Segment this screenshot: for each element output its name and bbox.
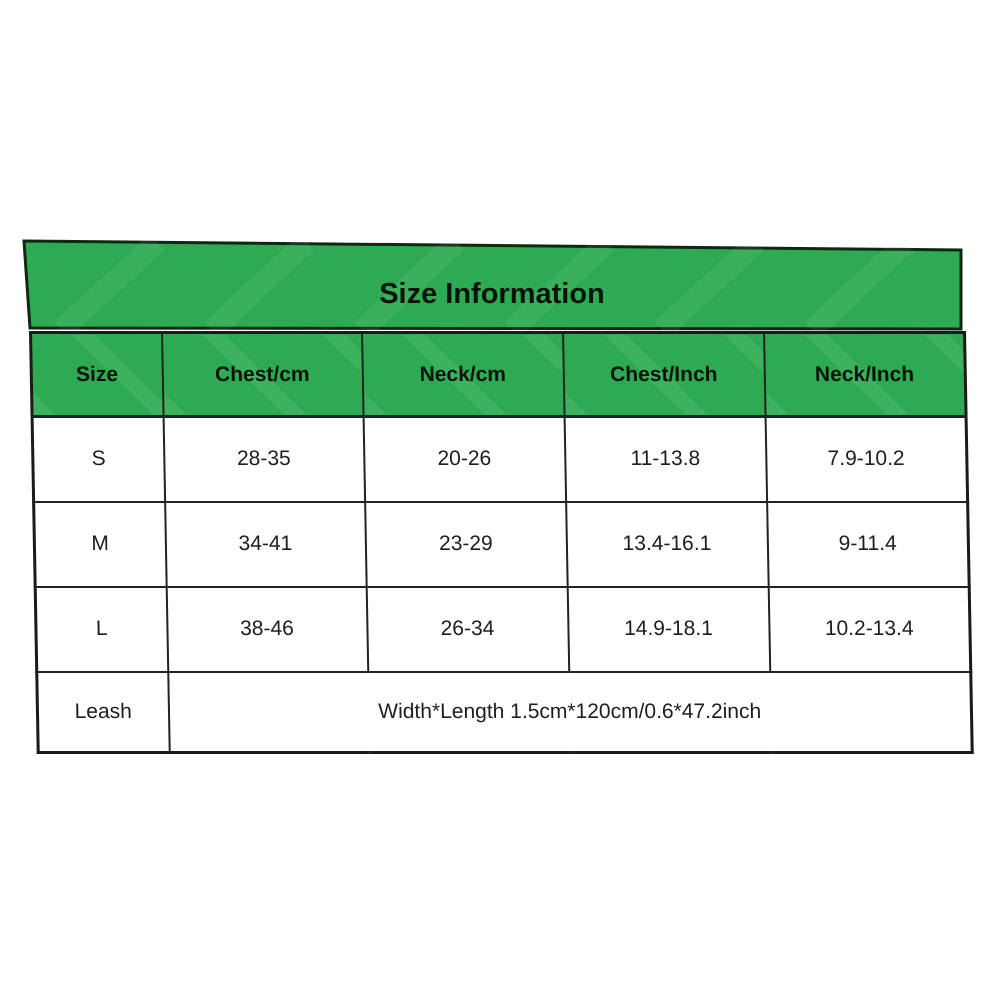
- row-s-neck-cm: 20-26: [363, 416, 566, 502]
- header-row: Size Chest/cm Neck/cm Chest/Inch Neck/In…: [30, 332, 967, 417]
- row-m-size: M: [33, 501, 167, 587]
- banner-shape: [22, 239, 963, 331]
- row-s-chest-cm: 28-35: [163, 416, 365, 502]
- row-m-neck-inch: 9-11.4: [766, 501, 970, 587]
- table-row-l: L 38-46 26-34 14.9-18.1 10.2-13.4: [35, 586, 971, 672]
- col-header-chest-cm: Chest/cm: [161, 332, 364, 417]
- col-header-neck-cm: Neck/cm: [361, 332, 565, 417]
- table-row-s: S 28-35 20-26 11-13.8 7.9-10.2: [32, 416, 968, 502]
- table-row-leash: Leash Width*Length 1.5cm*120cm/0.6*47.2i…: [36, 671, 973, 753]
- row-l-neck-inch: 10.2-13.4: [768, 586, 971, 672]
- row-m-neck-cm: 23-29: [364, 501, 568, 587]
- row-m-chest-inch: 13.4-16.1: [565, 501, 769, 587]
- size-chart: Size Information Size Chest/cm Neck/cm C…: [22, 238, 974, 754]
- row-l-size: L: [35, 586, 168, 672]
- col-header-size: Size: [30, 332, 164, 417]
- table-row-m: M 34-41 23-29 13.4-16.1 9-11.4: [33, 501, 970, 587]
- banner-watermark-streaks: [54, 238, 915, 331]
- col-header-chest-inch: Chest/Inch: [562, 332, 766, 417]
- row-l-neck-cm: 26-34: [366, 586, 569, 672]
- row-l-chest-cm: 38-46: [166, 586, 368, 672]
- row-s-size: S: [32, 416, 165, 502]
- size-table: Size Chest/cm Neck/cm Chest/Inch Neck/In…: [29, 331, 974, 754]
- size-info-banner: Size Information: [22, 238, 963, 331]
- row-s-neck-inch: 7.9-10.2: [765, 416, 968, 502]
- row-s-chest-inch: 11-13.8: [564, 416, 767, 502]
- row-leash-value: Width*Length 1.5cm*120cm/0.6*47.2inch: [167, 671, 973, 753]
- row-leash-label: Leash: [36, 671, 170, 753]
- col-header-neck-inch: Neck/Inch: [763, 332, 967, 417]
- banner-title: Size Information: [379, 278, 605, 310]
- row-m-chest-cm: 34-41: [164, 501, 367, 587]
- row-l-chest-inch: 14.9-18.1: [567, 586, 770, 672]
